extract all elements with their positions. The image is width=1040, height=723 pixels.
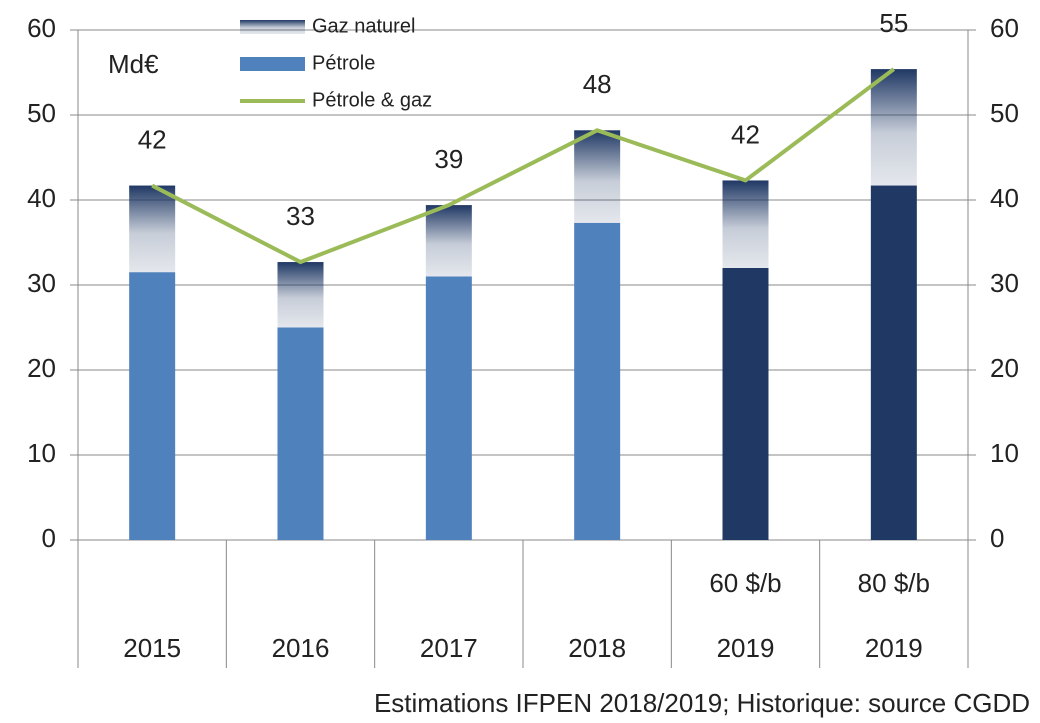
bar-segment — [277, 262, 324, 328]
bar-segment — [722, 180, 769, 268]
data-label: 39 — [434, 144, 463, 174]
y-tick-label: 30 — [27, 268, 56, 298]
data-label: 42 — [138, 124, 167, 154]
legend-swatch — [240, 20, 305, 34]
y2-tick-label: 20 — [990, 353, 1019, 383]
y2-tick-label: 10 — [990, 438, 1019, 468]
y2-tick-label: 40 — [990, 183, 1019, 213]
legend-label: Pétrole — [312, 52, 375, 74]
bar-segment — [870, 185, 917, 541]
x-tick-label: 2019 — [865, 633, 923, 663]
x-tick-label: 2018 — [568, 633, 626, 663]
bar-segment — [425, 276, 472, 540]
source-note: Estimations IFPEN 2018/2019; Historique:… — [374, 688, 1030, 718]
x-tick-label: 2015 — [123, 633, 181, 663]
unit-label: Md€ — [108, 49, 159, 79]
legend-swatch — [240, 57, 305, 71]
y2-tick-label: 0 — [990, 523, 1004, 553]
line-series — [151, 67, 896, 265]
y-tick-label: 40 — [27, 183, 56, 213]
bar-segment — [722, 268, 769, 540]
x-tick-label: 2017 — [420, 633, 478, 663]
y-tick-label: 10 — [27, 438, 56, 468]
x-tick-label: 2019 — [717, 633, 775, 663]
bar-segment — [277, 327, 324, 540]
y-tick-label: 60 — [27, 13, 56, 43]
y-tick-label: 0 — [42, 523, 56, 553]
y2-tick-label: 60 — [990, 13, 1019, 43]
legend-label: Pétrole & gaz — [312, 89, 432, 111]
x-tick-label: 2016 — [272, 633, 330, 663]
y-tick-label: 50 — [27, 98, 56, 128]
data-label: 33 — [286, 201, 315, 231]
data-label: 55 — [879, 8, 908, 38]
bar-segment — [574, 222, 621, 540]
legend-label: Gaz naturel — [312, 15, 415, 37]
y2-tick-label: 50 — [990, 98, 1019, 128]
data-label: 42 — [731, 119, 760, 149]
x-sub-label: 80 $/b — [858, 568, 930, 598]
y2-tick-label: 30 — [990, 268, 1019, 298]
bar-segment — [574, 130, 621, 223]
y-tick-label: 20 — [27, 353, 56, 383]
bar-segment — [129, 185, 176, 273]
x-sub-label: 60 $/b — [709, 568, 781, 598]
data-label: 48 — [583, 69, 612, 99]
bar-segment — [425, 205, 472, 277]
bar-segment — [129, 272, 176, 540]
bar-segment — [870, 69, 917, 186]
